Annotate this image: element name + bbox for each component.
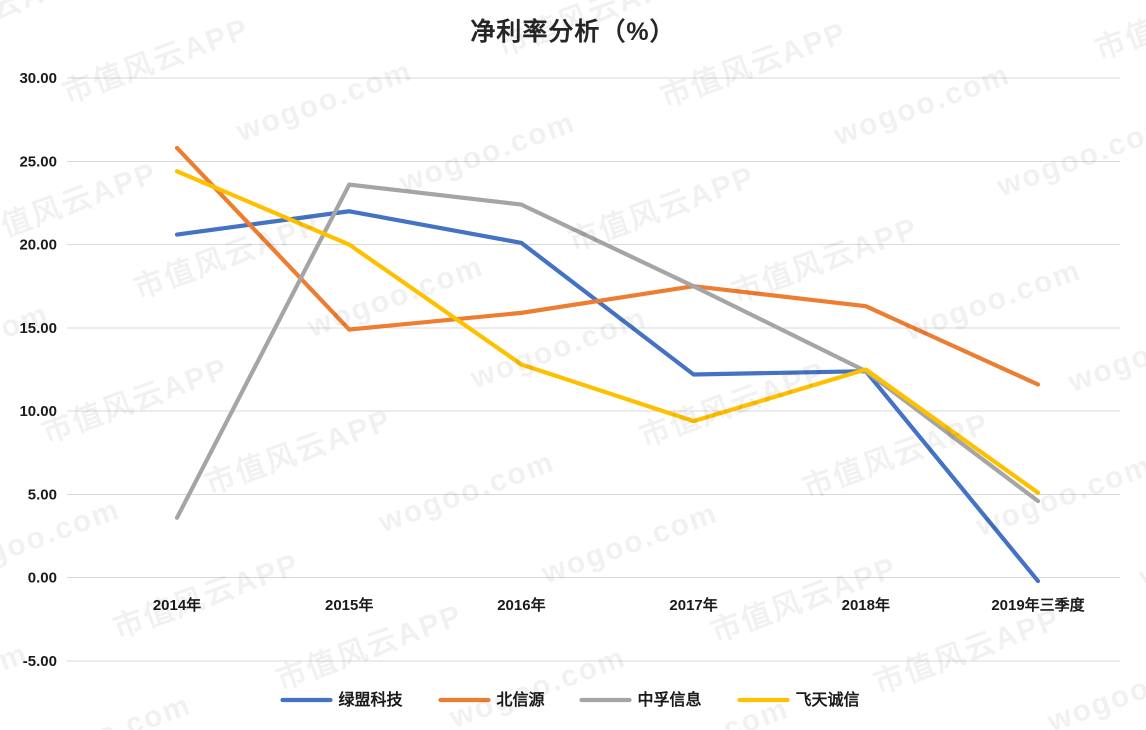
y-axis-tick-label: 0.00: [28, 570, 57, 587]
y-axis-tick-label: 5.00: [28, 486, 57, 503]
x-axis-tick-label: 2014年: [153, 596, 201, 614]
y-axis-tick-label: 20.00: [19, 237, 57, 254]
series-line-1: [174, 209, 1041, 584]
x-axis-tick-label: 2015年: [325, 596, 373, 614]
series-lines-group: [174, 145, 1041, 584]
legend-label-4: 飞天诚信: [796, 690, 860, 709]
y-axis-tick-label: 15.00: [19, 320, 57, 337]
x-axis-tick-label: 2019年三季度: [991, 596, 1085, 614]
x-axis-tick-label: 2016年: [497, 596, 545, 614]
legend-label-2: 北信源: [497, 690, 545, 709]
x-axis-tick-labels: 2014年 2015年 2016年 2017年 2018年 2019年三季度: [153, 596, 1086, 614]
gridlines-group: [67, 77, 1120, 662]
legend-label-1: 绿盟科技: [339, 690, 404, 709]
series-line-4: [174, 169, 1041, 495]
x-axis-tick-label: 2017年: [669, 596, 717, 614]
y-axis-tick-label: 10.00: [19, 403, 57, 420]
x-axis-tick-label: 2018年: [842, 596, 890, 614]
chart-title: 净利率分析（%）: [470, 18, 676, 46]
legend-label-3: 中孚信息: [638, 690, 702, 709]
chart-legend: 绿盟科技 北信源 中孚信息 飞天诚信: [280, 690, 860, 709]
series-line-2: [174, 145, 1041, 387]
y-axis-tick-label: -5.00: [23, 653, 57, 670]
y-axis-tick-label: 25.00: [19, 153, 57, 170]
series-line-3: [174, 182, 1041, 520]
y-axis-tick-labels: 30.00 25.00 20.00 15.00 10.00 5.00 0.00 -5.00: [19, 70, 57, 670]
y-axis-tick-label: 30.00: [19, 70, 57, 87]
